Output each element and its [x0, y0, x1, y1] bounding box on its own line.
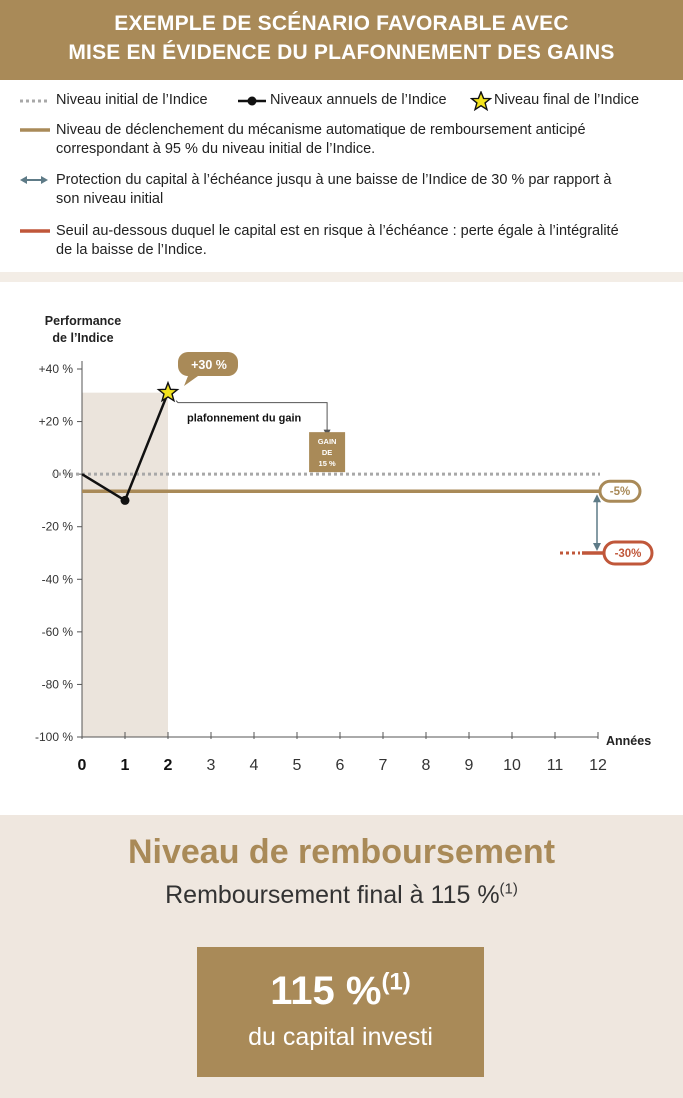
x-tick-label: 0	[78, 757, 87, 774]
performance-chart: Performance de l’Indice +40 % +20 % 0 % -20…	[35, 314, 654, 774]
x-axis-title: Années	[606, 734, 651, 748]
y-tick-label: 0 %	[52, 467, 73, 481]
y-axis-title-line1: Performance	[45, 314, 121, 328]
trigger-badge: -5%	[598, 479, 642, 503]
x-tick-label: 9	[465, 757, 474, 774]
gain-box-line2: DE	[322, 448, 332, 457]
risk-badge-label: -30%	[615, 548, 642, 560]
result-subtitle: Remboursement final à 115 %	[165, 881, 500, 909]
x-axis: 0 1 2 3 4 5 6 7 8 9 10 11 12	[78, 732, 607, 774]
final-value-label: +30 %	[191, 358, 227, 372]
index-series	[81, 380, 180, 505]
legend-protection-line2: son niveau initial	[56, 191, 164, 207]
dot-line-icon	[238, 96, 266, 106]
legend-threshold-line1: Seuil au-dessous duquel le capital est e…	[56, 223, 619, 239]
y-tick-label: +40 %	[39, 362, 74, 376]
gain-box-line3: 15 %	[319, 459, 336, 468]
legend-annual-levels: Niveaux annuels de l’Indice	[270, 92, 447, 108]
trigger-badge-label: -5%	[610, 486, 630, 498]
gain-box: GAIN DE 15 %	[309, 432, 346, 473]
x-tick-label: 2	[164, 757, 173, 774]
gain-box-line1: GAIN	[318, 437, 337, 446]
result-box: 115 %(1) du capital investi	[197, 947, 484, 1077]
legend-final-level: Niveau final de l’Indice	[494, 92, 640, 108]
gold-line-icon	[20, 128, 50, 132]
header-title-line2: MISE EN ÉVIDENCE DU PLAFONNEMENT DES GAI…	[68, 41, 615, 64]
x-tick-label: 1	[121, 757, 130, 774]
legend-row-threshold: Seuil au-dessous duquel le capital est e…	[18, 222, 678, 262]
protection-arrow-head-top	[593, 494, 601, 503]
final-value-badge: +30 %	[178, 352, 238, 386]
header-title-line1: EXEMPLE DE SCÉNARIO FAVORABLE AVEC	[114, 12, 569, 35]
dotted-line-icon	[20, 99, 50, 103]
x-tick-label: 7	[379, 757, 388, 774]
result-box-value-wrap: 115 %(1)	[197, 969, 484, 1014]
final-point-star	[156, 380, 180, 403]
legend-threshold-line2: de la baisse de l’Indice.	[56, 242, 207, 258]
legend-trigger-line1: Niveau de déclenchement du mécanisme aut…	[56, 122, 586, 138]
x-tick-label: 4	[250, 757, 259, 774]
y-axis: +40 % +20 % 0 % -20 % -40 % -60 % -80 % -100 %	[35, 361, 83, 744]
result-section: Niveau de remboursement Remboursement fi…	[0, 815, 683, 1098]
legend-row-protection: Protection du capital à l’échéance jusqu…	[18, 171, 678, 211]
legend-protection-line1: Protection du capital à l’échéance jusqu…	[56, 172, 612, 188]
x-tick-label: 12	[589, 757, 607, 774]
x-tick-label: 11	[547, 757, 564, 774]
cap-annotation-text: plafonnement du gain	[187, 413, 302, 425]
x-tick-label: 5	[293, 757, 302, 774]
result-box-value: 115 %	[270, 969, 382, 1013]
shaded-period	[82, 392, 168, 737]
series-point	[120, 495, 130, 505]
y-tick-label: -80 %	[42, 677, 74, 691]
result-box-note: (1)	[381, 968, 411, 996]
x-tick-label: 6	[336, 757, 345, 774]
y-tick-label: +20 %	[39, 415, 74, 429]
x-tick-label: 8	[422, 757, 431, 774]
y-tick-label: -60 %	[42, 625, 74, 639]
risk-badge: -30%	[602, 540, 654, 566]
legend: Niveau initial de l’Indice Niveaux annue…	[0, 80, 683, 272]
header-banner: EXEMPLE DE SCÉNARIO FAVORABLE AVEC MISE …	[0, 0, 683, 80]
legend-initial-level: Niveau initial de l’Indice	[56, 92, 208, 108]
protection-arrow-head-bottom	[593, 543, 601, 551]
result-subtitle-note: (1)	[499, 880, 518, 898]
result-subtitle-wrap: Remboursement final à 115 %(1)	[0, 881, 683, 910]
y-tick-label: -100 %	[35, 730, 73, 744]
protection-arrow	[593, 494, 601, 551]
red-line-icon	[20, 229, 50, 233]
legend-trigger-line2: correspondant à 95 % du niveau initial d…	[56, 141, 376, 157]
double-arrow-icon	[20, 176, 48, 184]
y-tick-label: -20 %	[42, 520, 74, 534]
legend-row-levels: Niveau initial de l’Indice Niveaux annue…	[18, 91, 678, 111]
separator-band	[0, 272, 683, 282]
x-tick-label: 3	[207, 757, 216, 774]
legend-row-trigger: Niveau de déclenchement du mécanisme aut…	[18, 121, 678, 161]
result-box-caption: du capital investi	[248, 1023, 433, 1051]
cap-annotation: plafonnement du gain	[175, 400, 331, 437]
y-tick-label: -40 %	[42, 572, 74, 586]
star-icon	[470, 91, 492, 111]
result-title: Niveau de remboursement	[127, 833, 556, 871]
x-tick-label: 10	[503, 757, 521, 774]
y-axis-title-line2: de l’Indice	[52, 331, 113, 345]
